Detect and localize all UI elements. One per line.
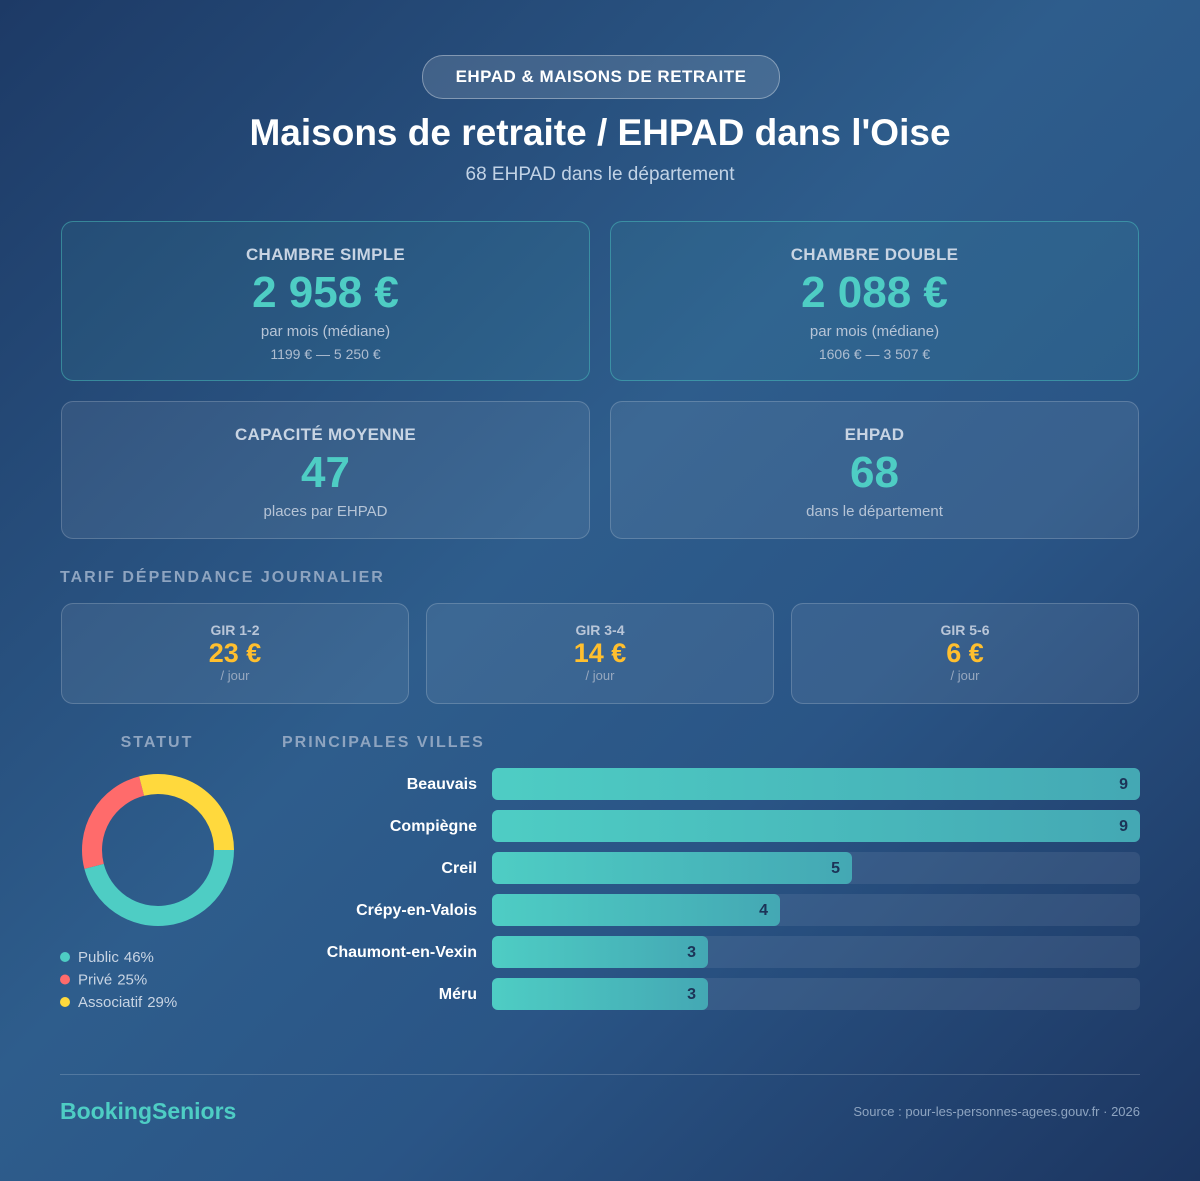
card-range: 1199 € — 5 250 € xyxy=(270,346,381,362)
gir-label: GIR 3-4 xyxy=(575,622,625,638)
divider xyxy=(60,1074,1140,1075)
legend-swatch xyxy=(60,974,70,985)
brand: BookingSeniors xyxy=(60,1098,237,1124)
stat-card: EHPAD 68 dans le département xyxy=(610,401,1139,539)
category-label: Creil xyxy=(441,860,477,877)
bar-value: 5 xyxy=(831,860,840,877)
chart-title: STATUT xyxy=(121,734,194,751)
badge: EHPAD & MAISONS DE RETRAITE xyxy=(422,55,780,99)
card-range: 1606 € — 3 507 € xyxy=(818,346,931,362)
card-value: 2 958 € xyxy=(252,268,399,317)
bar-value: 3 xyxy=(687,944,696,961)
charts: STATUT Public 46% Privé 25% Associatif 29% PRIN… xyxy=(60,734,1140,1011)
category-label: Crépy-en-Valois xyxy=(356,902,477,919)
source: Source : pour-les-personnes-agees.gouv.f… xyxy=(853,1104,1140,1119)
gir-unit: / jour xyxy=(220,668,250,683)
legend-entry: Privé 25% xyxy=(78,971,147,988)
legend-value: 29% xyxy=(147,994,177,1011)
subtitle: 68 EHPAD dans le département xyxy=(465,164,735,185)
legend-swatch xyxy=(60,997,70,1007)
legend-label: Public xyxy=(78,949,119,966)
stat-card: CHAMBRE SIMPLE 2 958 € par mois (médiane) 1… xyxy=(61,221,590,381)
section-title: TARIF DÉPENDANCE JOURNALIER xyxy=(60,569,385,586)
category-label: Chaumont-en-Vexin xyxy=(327,944,477,961)
card-value: 47 xyxy=(301,448,350,497)
gir-card: GIR 5-6 6 € / jour xyxy=(791,603,1139,704)
card-value: 2 088 € xyxy=(801,268,948,317)
donut-segment xyxy=(139,774,234,851)
gir-card: GIR 1-2 23 € / jour xyxy=(61,603,409,704)
gir-unit: / jour xyxy=(950,668,980,683)
card-note: par mois (médiane) xyxy=(809,323,940,340)
bar xyxy=(492,768,1140,800)
gir-card: GIR 3-4 14 € / jour xyxy=(426,603,774,704)
legend-entry: Public 46% xyxy=(78,949,154,966)
gir-unit: / jour xyxy=(585,668,615,683)
stat-card: CAPACITÉ MOYENNE 47 places par EHPAD xyxy=(61,401,590,539)
bar-value: 3 xyxy=(687,986,696,1003)
legend-entry: Associatif 29% xyxy=(78,994,177,1011)
bar xyxy=(492,894,780,926)
card-label: CHAMBRE DOUBLE xyxy=(790,245,959,264)
legend-label: Privé xyxy=(78,971,112,988)
bar xyxy=(492,810,1140,842)
card-note: dans le département xyxy=(806,503,943,520)
gir-value: 14 € xyxy=(573,638,627,668)
bar-value: 4 xyxy=(759,902,768,919)
bar xyxy=(492,852,852,884)
chart-title: PRINCIPALES VILLES xyxy=(282,734,485,751)
card-label: CHAMBRE SIMPLE xyxy=(245,245,406,264)
category-label: Méru xyxy=(439,986,477,1003)
bar-value: 9 xyxy=(1119,776,1128,793)
bar-value: 9 xyxy=(1119,818,1128,835)
legend-swatch xyxy=(60,952,70,962)
gir-label: GIR 1-2 xyxy=(210,622,260,638)
stat-card: CHAMBRE DOUBLE 2 088 € par mois (médiane) 1… xyxy=(610,221,1139,381)
card-note: places par EHPAD xyxy=(263,503,388,520)
card-value: 68 xyxy=(850,448,899,497)
bar xyxy=(492,936,708,968)
title: Maisons de retraite / EHPAD dans l'Oise xyxy=(249,112,951,153)
category-label: Compiègne xyxy=(390,818,477,835)
donut-segment xyxy=(84,849,234,926)
legend-value: 46% xyxy=(124,949,154,966)
legend-label: Associatif xyxy=(78,994,143,1011)
category-label: Beauvais xyxy=(407,776,477,793)
bar xyxy=(492,978,708,1010)
donut-segment xyxy=(82,776,145,869)
card-label: CAPACITÉ MOYENNE xyxy=(234,425,417,444)
card-note: par mois (médiane) xyxy=(260,323,391,340)
gir-value: 6 € xyxy=(946,638,984,668)
gir-label: GIR 5-6 xyxy=(940,622,990,638)
card-label: EHPAD xyxy=(844,425,905,444)
gir-value: 23 € xyxy=(208,638,262,668)
legend-value: 25% xyxy=(117,971,147,988)
